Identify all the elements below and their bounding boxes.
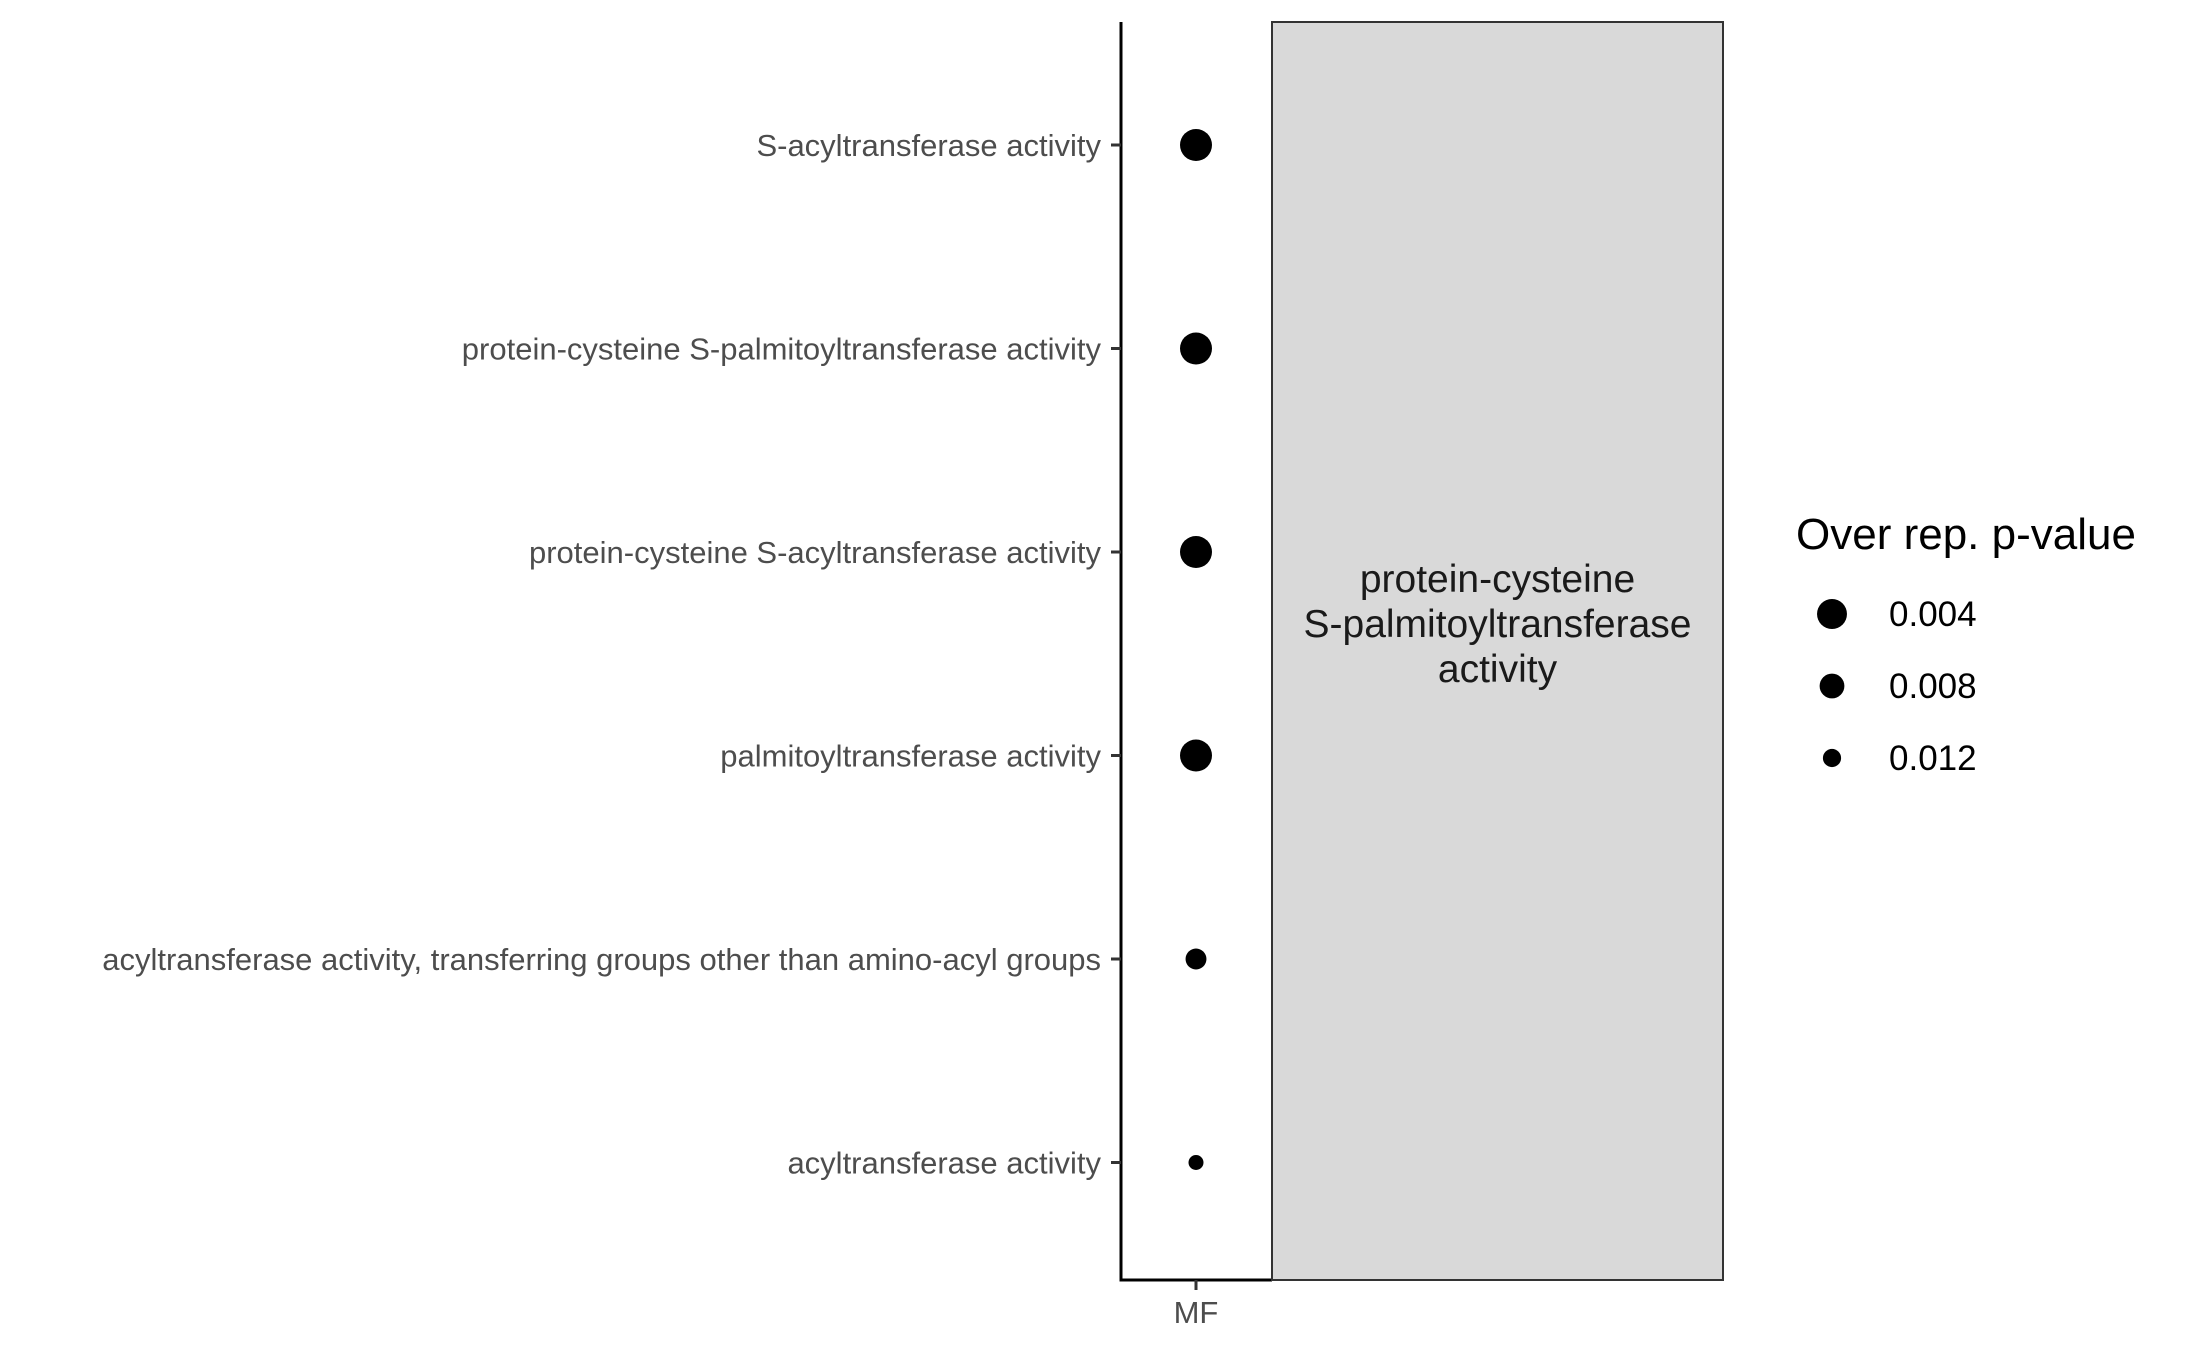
legend-key	[1817, 599, 1847, 629]
data-point	[1180, 332, 1212, 365]
data-point	[1185, 948, 1207, 970]
y-tick-label: acyltransferase activity, transferring g…	[102, 942, 1101, 977]
x-axis: MF	[1119, 1278, 1272, 1330]
data-point	[1180, 129, 1212, 161]
facet-strip-label: activity	[1438, 648, 1558, 691]
legend: Over rep. p-value 0.004 0.008 0.012	[1796, 510, 2136, 778]
y-tick-label: S-acyltransferase activity	[756, 128, 1101, 163]
data-points	[1180, 129, 1212, 1170]
y-axis: S-acyltransferase activity protein-cystei…	[102, 22, 1123, 1280]
legend-label: 0.004	[1889, 595, 1977, 634]
y-tick-label: palmitoyltransferase activity	[720, 739, 1101, 774]
x-tick-label: MF	[1174, 1295, 1219, 1330]
facet-strip-label: protein-cysteine	[1360, 558, 1635, 601]
y-tick-label: acyltransferase activity	[787, 1146, 1101, 1181]
facet-strip-background	[1271, 21, 1724, 1281]
data-point	[1188, 1155, 1204, 1170]
y-tick-label: protein-cysteine S-acyltransferase activ…	[529, 535, 1102, 570]
legend-label: 0.008	[1889, 667, 1977, 706]
facet-strip: protein-cysteineS-palmitoyltransferaseac…	[1271, 21, 1724, 1281]
facet-strip-label: S-palmitoyltransferase	[1304, 603, 1692, 646]
y-tick-label: protein-cysteine S-palmitoyltransferase …	[462, 332, 1102, 367]
legend-title: Over rep. p-value	[1796, 510, 2136, 559]
legend-key	[1819, 673, 1845, 699]
legend-label: 0.012	[1889, 739, 1977, 778]
legend-key	[1822, 748, 1842, 768]
data-point	[1180, 739, 1212, 772]
data-point	[1180, 536, 1212, 568]
